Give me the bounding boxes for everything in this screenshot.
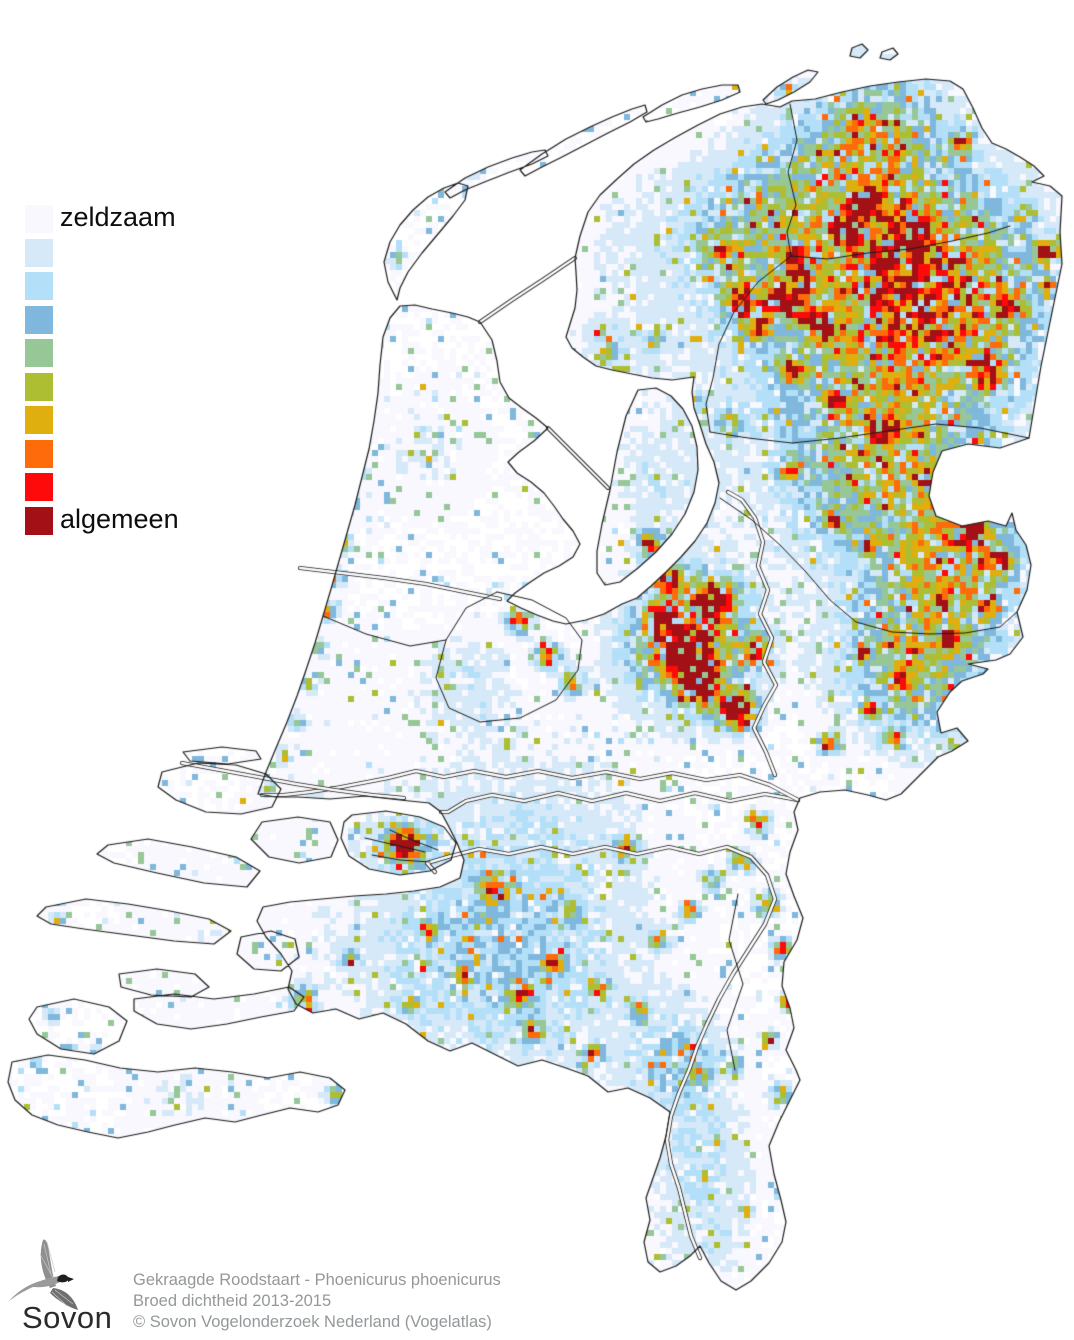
legend-swatch-7 bbox=[25, 439, 53, 468]
legend-swatch-1 bbox=[25, 238, 53, 267]
sovon-logo-bird-icon bbox=[8, 1239, 78, 1310]
legend-swatch-0 bbox=[25, 205, 53, 233]
sovon-logo bbox=[5, 1232, 130, 1337]
sovon-logo-text: Sovon bbox=[22, 1300, 113, 1335]
legend-swatch-5 bbox=[25, 372, 53, 401]
map-caption: Gekraagde Roodstaart - Phoenicurus phoen… bbox=[133, 1270, 501, 1333]
legend-swatch-3 bbox=[25, 305, 53, 334]
caption-subject: Broed dichtheid 2013-2015 bbox=[133, 1292, 332, 1310]
legend-swatch-9 bbox=[25, 506, 53, 535]
legend-swatch-8 bbox=[25, 473, 53, 501]
legend-label-rare: zeldzaam bbox=[60, 202, 176, 232]
caption-species: Gekraagde Roodstaart - Phoenicurus phoen… bbox=[133, 1271, 501, 1289]
caption-copyright: © Sovon Vogelonderzoek Nederland (Vogela… bbox=[133, 1313, 492, 1331]
legend-swatch-6 bbox=[25, 406, 53, 434]
legend-swatch-2 bbox=[25, 272, 53, 300]
density-legend bbox=[25, 205, 53, 535]
legend-label-common: algemeen bbox=[60, 504, 179, 534]
legend-swatch-4 bbox=[25, 339, 53, 367]
